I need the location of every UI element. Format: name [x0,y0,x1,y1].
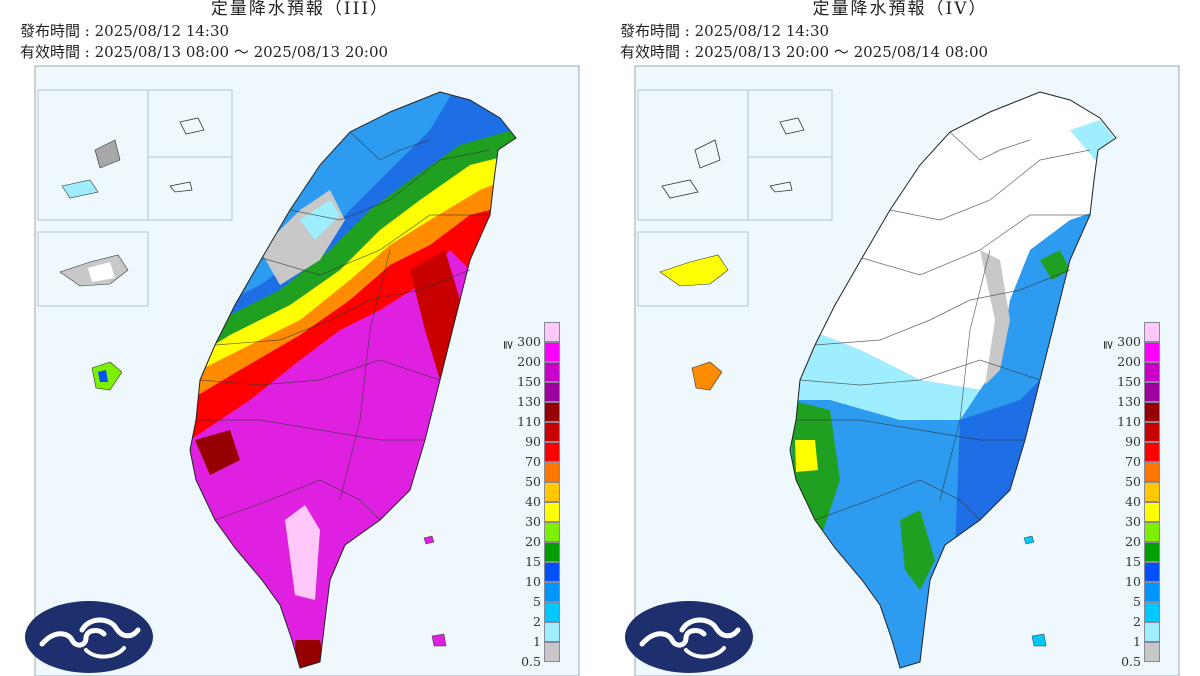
legend-label: 1 [1133,634,1141,649]
forecast-panel-iii: 定量降水預報（III） 發布時間 : 2025/08/12 14:30 有效時間… [20,0,580,676]
legend-swatch [1144,522,1160,542]
legend-label: 130 [1117,394,1141,409]
legend-label: 110 [517,414,541,429]
legend-swatch [1144,462,1160,482]
cwa-cloud-logo-icon [625,601,753,673]
issue-time: 2025/08/12 14:30 [94,22,230,40]
legend-swatch [544,402,560,422]
issue-time: 2025/08/12 14:30 [694,22,830,40]
legend-swatch [544,602,560,622]
issue-label: 發布時間 [20,22,81,40]
legend-label: 130 [517,394,541,409]
legend-swatch [1144,642,1160,662]
legend-label: 5 [533,594,541,609]
legend-label: 5 [1133,594,1141,609]
legend-swatch [1144,382,1160,402]
cwa-cloud-logo-icon [25,601,153,673]
legend-swatch [544,542,560,562]
legend-swatch [1144,542,1160,562]
legend-label: 200 [517,354,541,369]
legend-label: 0.5 [1121,654,1141,669]
legend-label: 10 [1125,574,1141,589]
legend-label: 15 [1125,554,1141,569]
legend-label: 150 [517,374,541,389]
legend-label: 90 [525,434,541,449]
legend-label: 20 [525,534,541,549]
legend-label: 2 [533,614,541,629]
forecast-panel-iv: 定量降水預報（IV） 發布時間 : 2025/08/12 14:30 有效時間 … [600,0,1200,676]
legend-swatch [544,642,560,662]
legend-label: 0.5 [521,654,541,669]
valid-time-line: 有效時間 : 2025/08/13 20:00 ～ 2025/08/14 08:… [620,43,989,61]
legend-swatch [544,562,560,582]
legend-swatch [1144,502,1160,522]
valid-label: 有效時間 [620,43,681,61]
legend-swatch [544,482,560,502]
legend-label: 90 [1125,434,1141,449]
legend-swatch [544,582,560,602]
legend-label: 300 [517,334,541,349]
valid-time: 2025/08/13 20:00 ～ 2025/08/14 08:00 [694,43,989,61]
legend-swatch [544,502,560,522]
issue-time-line: 發布時間 : 2025/08/12 14:30 [620,22,830,40]
legend-swatch [1144,602,1160,622]
panel-title: 定量降水預報（IV） [812,0,988,19]
legend-swatch [1144,422,1160,442]
legend-label: 1 [533,634,541,649]
issue-label: 發布時間 [620,22,681,40]
rainfall-map-iii [34,65,580,676]
legend-label: 2 [1133,614,1141,629]
legend-swatch [1144,342,1160,362]
legend-label: 70 [1125,454,1141,469]
legend-swatch [544,342,560,362]
legend-swatch [544,382,560,402]
legend-label: 110 [1117,414,1141,429]
legend-swatch [1144,562,1160,582]
valid-time: 2025/08/13 08:00 ～ 2025/08/13 20:00 [94,43,389,61]
legend-swatch [1144,402,1160,422]
legend-swatch [1144,482,1160,502]
legend-swatch [1144,622,1160,642]
legend-label: 40 [1125,494,1141,509]
legend-swatch [544,362,560,382]
rainfall-legend: ≧ 300 200 150 130 110 90 70 50 40 30 20 15 10 5 2 1 0.5 [1102,322,1178,669]
legend-swatch [544,462,560,482]
legend-label: 30 [525,514,541,529]
legend-swatch [544,522,560,542]
legend-swatch [1144,442,1160,462]
legend-label: 200 [1117,354,1141,369]
legend-swatch [1144,582,1160,602]
legend-label: 40 [525,494,541,509]
legend-label: 50 [525,474,541,489]
legend-label: 300 [1117,334,1141,349]
rainfall-map-iv [634,65,1180,676]
legend-prefix: ≧ [1102,339,1117,351]
legend-prefix: ≧ [502,339,517,351]
panel-title: 定量降水預報（III） [210,0,390,19]
legend-swatch [544,442,560,462]
legend-swatch [544,322,560,342]
legend-swatch [544,622,560,642]
legend-swatch [1144,362,1160,382]
legend-label: 50 [1125,474,1141,489]
legend-label: 10 [525,574,541,589]
legend-label: 30 [1125,514,1141,529]
valid-time-line: 有效時間 : 2025/08/13 08:00 ～ 2025/08/13 20:… [20,43,389,61]
legend-swatch [544,422,560,442]
issue-time-line: 發布時間 : 2025/08/12 14:30 [20,22,230,40]
legend-label: 20 [1125,534,1141,549]
legend-label: 15 [525,554,541,569]
valid-label: 有效時間 [20,43,81,61]
legend-label: 150 [1117,374,1141,389]
legend-label: 70 [525,454,541,469]
rainfall-legend: ≧ 300 200 150 130 110 90 70 50 40 30 20 15 10 5 2 1 0.5 [502,322,578,669]
legend-swatch [1144,322,1160,342]
